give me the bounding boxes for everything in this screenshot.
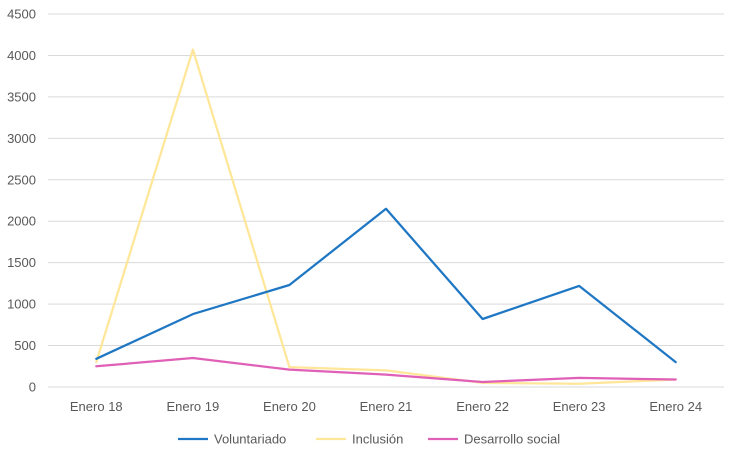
x-tick-label: Enero 22 <box>456 399 509 414</box>
legend-label: Desarrollo social <box>464 432 560 447</box>
y-tick-label: 2500 <box>7 172 36 187</box>
x-tick-label: Enero 18 <box>70 399 123 414</box>
x-axis-tick-labels: Enero 18 Enero 19 Enero 20 Enero 21 Enero 22… <box>70 399 702 414</box>
y-tick-label: 0 <box>29 380 36 395</box>
series-line-inclusión <box>95 48 677 385</box>
series-line-voluntariado <box>95 207 677 364</box>
x-tick-label: Enero 23 <box>553 399 606 414</box>
y-axis-tick-labels: 0 500 1000 1500 2000 2500 3000 3500 4000 4500 <box>7 7 36 395</box>
series-line-desarrollo-social <box>95 356 677 384</box>
y-tick-label: 1000 <box>7 297 36 312</box>
x-tick-label: Enero 20 <box>263 399 316 414</box>
legend-label: Inclusión <box>352 432 403 447</box>
x-tick-label: Enero 24 <box>649 399 702 414</box>
x-tick-label: Enero 21 <box>360 399 413 414</box>
y-tick-label: 3500 <box>7 89 36 104</box>
y-tick-label: 2000 <box>7 214 36 229</box>
y-tick-label: 4500 <box>7 7 36 22</box>
legend-label: Voluntariado <box>214 432 286 447</box>
gridlines <box>48 13 724 347</box>
x-tick-label: Enero 19 <box>166 399 219 414</box>
y-tick-label: 1500 <box>7 255 36 270</box>
y-tick-label: 3000 <box>7 131 36 146</box>
series-lines <box>95 48 677 385</box>
legend: Voluntariado Inclusión Desarrollo social <box>178 432 560 447</box>
y-tick-label: 500 <box>14 338 36 353</box>
y-tick-label: 4000 <box>7 48 36 63</box>
